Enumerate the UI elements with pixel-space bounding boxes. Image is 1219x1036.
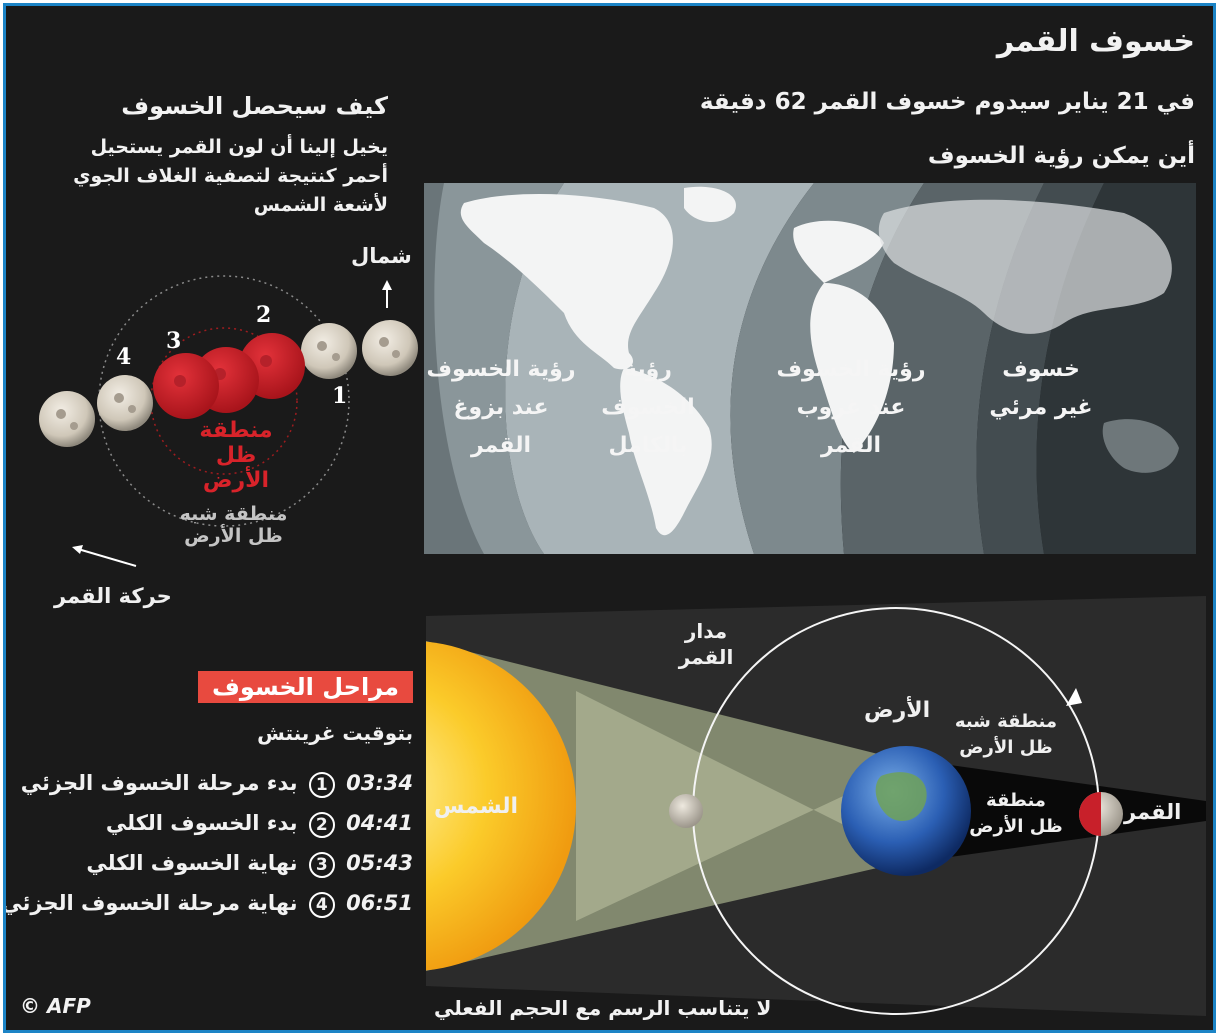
afp-logo: © AFP — [20, 994, 91, 1018]
how-title: كيف سيحصل الخسوف — [121, 92, 388, 120]
moon-motion-arrow — [77, 548, 137, 567]
infographic: خسوف القمر في 21 يناير سيدوم خسوف القمر … — [3, 3, 1216, 1033]
world-map — [424, 183, 1196, 554]
moon-outside-right — [362, 320, 418, 376]
scale-note: لا يتناسب الرسم مع الحجم الفعلي — [434, 996, 772, 1020]
moon-label: القمر — [1124, 800, 1182, 824]
map-zone-total: رؤية الخسوف بالكامل — [601, 357, 695, 458]
geometry-umbra-label: منطقة ظل الأرض — [969, 790, 1063, 837]
page-title: خسوف القمر — [996, 24, 1195, 59]
phase-number: 4 — [116, 344, 132, 370]
stages-title: مراحل الخسوف — [198, 671, 413, 703]
subtitle: في 21 يناير سيدوم خسوف القمر 62 دقيقة — [699, 89, 1195, 115]
how-desc-line2: أحمر كنتيجة لتصفية الغلاف الجوي — [73, 165, 388, 187]
phase-number: 2 — [256, 302, 272, 328]
umbra-label: منطقة ظل الأرض — [199, 418, 273, 493]
moon-position-4 — [97, 375, 153, 431]
phase-diagram — [39, 275, 418, 567]
stage-item: 04:41 2 بدء الخسوف الكلي — [106, 811, 413, 838]
moon-outside-left — [39, 391, 95, 447]
north-label: شمال — [351, 244, 412, 268]
phase-number: 1 — [332, 383, 348, 409]
penumbra-circle — [98, 275, 350, 527]
phase-number: 3 — [166, 328, 182, 354]
moon-left — [669, 794, 703, 828]
orbit-label: مدار القمر — [678, 619, 734, 669]
moon-motion-label: حركة القمر — [54, 584, 172, 608]
stages-timezone: بتوقيت غرينتش — [257, 721, 413, 745]
sun-label: الشمس — [434, 794, 519, 819]
stage-item: 06:51 4 نهاية مرحلة الخسوف الجزئي — [6, 891, 413, 918]
sun — [426, 641, 576, 971]
stage-item: 03:34 1 بدء مرحلة الخسوف الجزئي — [21, 771, 413, 798]
umbra-cone — [886, 756, 1206, 866]
how-desc-line1: يخيل إلينا أن لون القمر يستحيل — [90, 136, 388, 158]
how-desc-line3: لأشعة الشمس — [253, 194, 388, 216]
earth-label: الأرض — [864, 698, 931, 723]
moon-position-3 — [153, 353, 219, 419]
map-zone-moonset: رؤية الخسوف عند غروب القمر — [776, 357, 926, 458]
map-zone-moonrise: رؤية الخسوف عند بزوغ القمر — [426, 357, 576, 458]
geometry-diagram — [426, 596, 1206, 1016]
stage-item: 05:43 3 نهاية الخسوف الكلي — [86, 851, 413, 878]
penumbra-label: منطقة شبه ظل الأرض — [179, 503, 288, 547]
map-title: أين يمكن رؤية الخسوف — [927, 143, 1195, 169]
moon-position-1 — [301, 323, 357, 379]
map-zone-not-visible: خسوف غير مرئي — [989, 357, 1093, 420]
geometry-penumbra-label: منطقة شبه ظل الأرض — [954, 711, 1058, 758]
